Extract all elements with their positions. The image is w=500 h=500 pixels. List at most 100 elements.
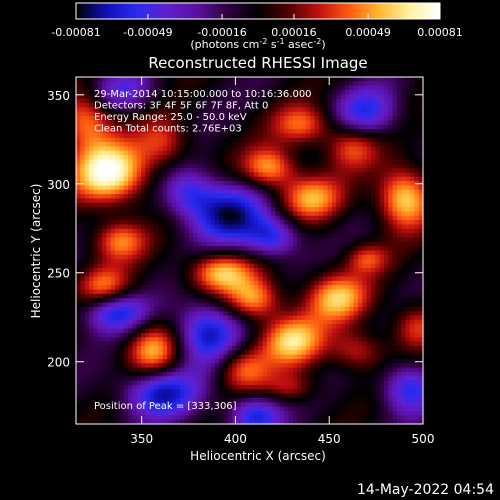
heatmap-cell	[219, 124, 225, 130]
heatmap-cell	[401, 150, 407, 156]
heatmap-cell	[188, 155, 194, 161]
heatmap-cell	[305, 324, 311, 330]
heatmap-cell	[305, 142, 311, 147]
heatmap-cell	[184, 77, 190, 82]
heatmap-cell	[84, 306, 90, 312]
heatmap-cell	[188, 159, 194, 165]
heatmap-cell	[297, 293, 303, 299]
heatmap-cell	[253, 181, 259, 187]
heatmap-cell	[349, 267, 355, 273]
heatmap-cell	[323, 254, 329, 260]
heatmap-cell	[158, 142, 164, 147]
heatmap-cell	[80, 263, 86, 269]
heatmap-cell	[258, 337, 264, 343]
heatmap-cell	[383, 189, 389, 195]
heatmap-cell	[89, 259, 94, 265]
heatmap-cell	[292, 211, 298, 217]
heatmap-cell	[76, 272, 81, 278]
heatmap-cell	[258, 298, 264, 304]
heatmap-cell	[89, 159, 94, 165]
heatmap-cell	[175, 150, 181, 156]
heatmap-cell	[97, 168, 103, 174]
heatmap-cell	[149, 246, 155, 252]
heatmap-cell	[141, 259, 146, 265]
heatmap-cell	[249, 280, 255, 286]
heatmap-cell	[379, 150, 385, 156]
heatmap-cell	[219, 220, 225, 226]
heatmap-cell	[249, 150, 255, 156]
heatmap-cell	[292, 246, 298, 252]
heatmap-cell	[271, 220, 277, 226]
heatmap-cell	[76, 259, 81, 265]
heatmap-cell	[370, 215, 376, 221]
heatmap-cell	[284, 176, 290, 182]
heatmap-cell	[318, 315, 324, 321]
heatmap-cell	[149, 142, 155, 147]
heatmap-cell	[253, 302, 259, 308]
heatmap-cell	[366, 142, 372, 147]
heatmap-cell	[279, 259, 285, 265]
heatmap-cell	[305, 176, 311, 182]
heatmap-cell	[388, 124, 394, 130]
heatmap-cell	[331, 207, 337, 213]
heatmap-cell	[253, 142, 259, 147]
heatmap-cell	[271, 328, 277, 334]
heatmap-cell	[262, 215, 268, 221]
heatmap-cell	[357, 81, 363, 87]
heatmap-cell	[102, 259, 107, 265]
heatmap-cell	[370, 228, 376, 234]
heatmap-cell	[167, 111, 173, 117]
heatmap-cell	[314, 220, 320, 226]
heatmap-cell	[214, 289, 220, 295]
heatmap-cell	[388, 111, 394, 117]
heatmap-cell	[180, 124, 186, 130]
heatmap-cell	[236, 107, 242, 113]
heatmap-cell	[197, 246, 203, 252]
heatmap-cell	[89, 293, 94, 299]
heatmap-cell	[141, 254, 146, 260]
heatmap-cell	[331, 324, 337, 330]
heatmap-cell	[344, 146, 350, 152]
heatmap-cell	[357, 202, 363, 208]
heatmap-cell	[136, 306, 142, 312]
heatmap-cell	[279, 324, 285, 330]
heatmap-cell	[145, 311, 151, 317]
heatmap-cell	[227, 233, 233, 239]
heatmap-cell	[370, 133, 376, 139]
heatmap-cell	[110, 111, 116, 117]
heatmap-cell	[366, 90, 372, 95]
heatmap-cell	[275, 259, 281, 265]
heatmap-cell	[414, 137, 420, 143]
heatmap-cell	[314, 207, 320, 213]
heatmap-cell	[396, 98, 402, 104]
heatmap-cell	[314, 237, 320, 243]
heatmap-cell	[288, 120, 294, 126]
heatmap-cell	[158, 111, 164, 117]
heatmap-cell	[379, 302, 385, 308]
heatmap-cell	[245, 237, 251, 243]
heatmap-cell	[379, 337, 385, 343]
heatmap-cell	[76, 168, 81, 174]
heatmap-cell	[331, 94, 337, 100]
heatmap-cell	[132, 94, 138, 100]
heatmap-cell	[418, 120, 424, 126]
heatmap-cell	[167, 98, 173, 104]
heatmap-cell	[136, 332, 142, 338]
heatmap-cell	[331, 159, 337, 165]
heatmap-cell	[344, 315, 350, 321]
heatmap-cell	[97, 150, 103, 156]
heatmap-cell	[188, 328, 194, 334]
heatmap-cell	[136, 276, 142, 282]
heatmap-cell	[115, 285, 120, 291]
heatmap-cell	[405, 146, 411, 152]
heatmap-cell	[175, 263, 181, 269]
heatmap-cell	[327, 233, 333, 239]
heatmap-cell	[392, 211, 398, 217]
heatmap-cell	[236, 220, 242, 226]
heatmap-cell	[240, 103, 246, 108]
heatmap-cell	[115, 237, 120, 243]
heatmap-cell	[258, 85, 264, 91]
heatmap-cell	[258, 142, 264, 147]
heatmap-cell	[158, 137, 164, 143]
heatmap-cell	[271, 237, 277, 243]
